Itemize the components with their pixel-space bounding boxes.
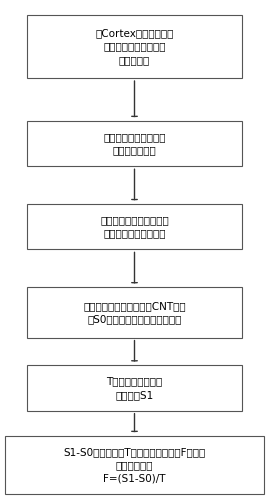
FancyBboxPatch shape [27, 365, 242, 411]
Text: 将待解码的正交信号接
入整流滤波电路: 将待解码的正交信号接 入整流滤波电路 [103, 132, 166, 155]
FancyBboxPatch shape [27, 204, 242, 249]
Text: T秒后再次读取该寄
存器值为S1: T秒后再次读取该寄 存器值为S1 [106, 376, 163, 400]
FancyBboxPatch shape [27, 287, 242, 338]
Text: 隔离转换电路将获得的正
交信号转换为电平信号: 隔离转换电路将获得的正 交信号转换为电平信号 [100, 215, 169, 238]
Text: 将Cortex内核单片机的
定时器设置为解码器端
口工作模式: 将Cortex内核单片机的 定时器设置为解码器端 口工作模式 [95, 28, 174, 65]
FancyBboxPatch shape [5, 436, 264, 494]
Text: S1-S0为被除数，T为除数，计算得到F即为正
交信号的频率
F=(S1-S0)/T: S1-S0为被除数，T为除数，计算得到F即为正 交信号的频率 F=(S1-S0)… [63, 447, 206, 483]
FancyBboxPatch shape [27, 121, 242, 166]
FancyBboxPatch shape [27, 15, 242, 78]
Text: 读取单片机定时器寄存器CNT的值
为S0，此即为正交信号脉冲个数: 读取单片机定时器寄存器CNT的值 为S0，此即为正交信号脉冲个数 [83, 301, 186, 324]
